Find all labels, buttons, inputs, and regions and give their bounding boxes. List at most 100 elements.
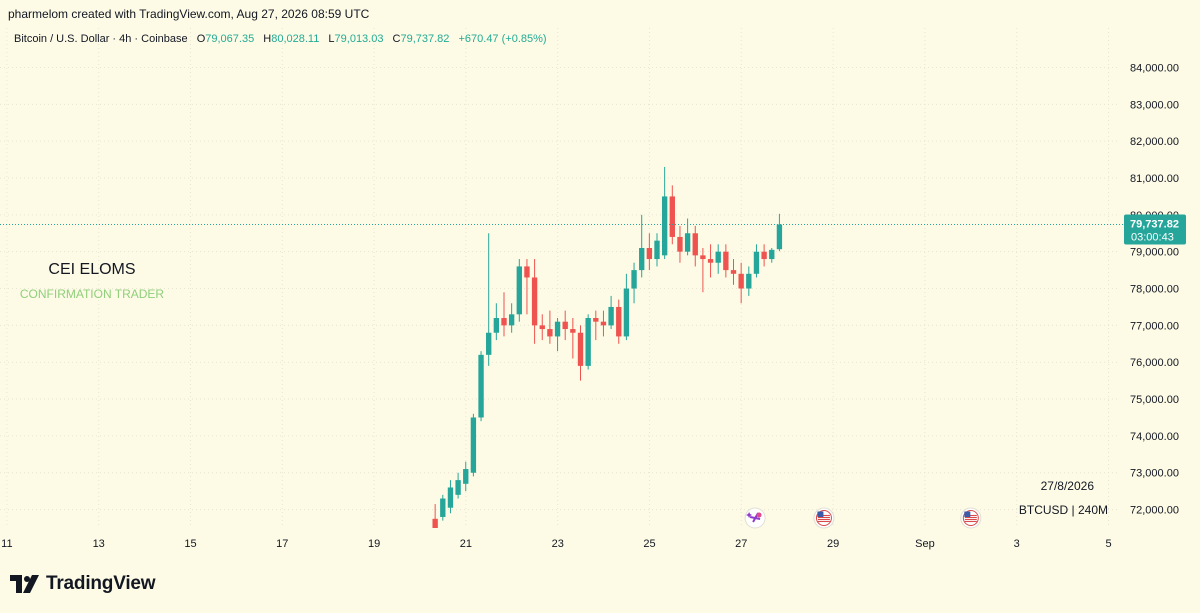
candle-body-11 <box>516 266 522 315</box>
y-tick-label-12: 84,000.00 <box>1130 62 1179 74</box>
x-tick-label-4: 19 <box>368 538 380 550</box>
legend-low-value: 79,013.03 <box>335 33 384 45</box>
candlestick-chart[interactable]: Bitcoin / U.S. Dollar · 4h · Coinbase O7… <box>0 28 1200 558</box>
y-tick-label-10: 82,000.00 <box>1130 136 1179 148</box>
candle-23 <box>608 295 614 330</box>
candle-14 <box>539 314 545 341</box>
candle-body-31 <box>669 196 675 237</box>
chart-area[interactable]: Bitcoin / U.S. Dollar · 4h · Coinbase O7… <box>0 28 1200 558</box>
candle-body-3 <box>455 480 461 495</box>
legend-high-value: 80,028.11 <box>271 33 319 45</box>
chart-header: pharmelom created with TradingView.com, … <box>0 0 1200 28</box>
candle-body-28 <box>646 248 653 260</box>
candle-32 <box>677 225 683 263</box>
candle-body-25 <box>623 288 630 337</box>
candle-24 <box>616 299 622 344</box>
legend-open-value: 79,067.35 <box>205 33 254 45</box>
corner-date: 27/8/2026 <box>1041 479 1095 493</box>
candle-body-10 <box>508 314 515 326</box>
price-tag-price: 79,737.82 <box>1130 219 1179 231</box>
candle-27 <box>639 214 645 278</box>
us-flag-icon-2[interactable] <box>960 507 982 529</box>
last-price-tag: 79,737.82 03:00:43 <box>1124 214 1186 245</box>
candle-body-42 <box>753 251 760 274</box>
price-tag-box <box>1124 214 1186 245</box>
candle-body-26 <box>631 270 637 289</box>
watermark: CEI ELOMS CONFIRMATION TRADER <box>20 261 165 301</box>
price-axis[interactable]: 72,000.00 73,000.00 74,000.00 75,000.00 76,0… <box>1130 62 1179 516</box>
candle-body-27 <box>639 248 645 271</box>
candle-30 <box>661 166 668 260</box>
legend-change: +670.47 (+0.85%) <box>458 33 546 45</box>
x-tick-label-2: 15 <box>184 538 196 550</box>
candle-40 <box>738 262 744 304</box>
x-tick-label-10: Sep <box>915 538 935 550</box>
ohlc-legend: Bitcoin / U.S. Dollar · 4h · Coinbase O7… <box>14 33 547 45</box>
candle-19 <box>577 325 584 381</box>
watermark-subtitle: CONFIRMATION TRADER <box>20 287 165 301</box>
candle-26 <box>631 262 637 304</box>
legend-open-label: O <box>197 33 206 45</box>
x-tick-label-7: 25 <box>643 538 655 550</box>
x-tick-label-9: 29 <box>827 538 839 550</box>
us-flag-icon-1[interactable] <box>813 507 835 529</box>
x-tick-label-6: 23 <box>552 538 564 550</box>
candle-42 <box>753 244 760 278</box>
candle-body-8 <box>493 318 500 333</box>
event-markers[interactable] <box>744 507 982 529</box>
candle-2 <box>447 480 454 514</box>
crypto-event-icon-0[interactable] <box>744 507 766 529</box>
candle-17 <box>562 310 568 341</box>
y-tick-label-2: 74,000.00 <box>1130 431 1179 443</box>
legend-low-label: L <box>328 33 334 45</box>
candle-35 <box>700 248 706 293</box>
legend-high-label: H <box>263 33 271 45</box>
candle-body-45 <box>776 224 783 250</box>
candle-1 <box>440 494 446 521</box>
candle-body-19 <box>577 332 584 366</box>
y-tick-label-6: 78,000.00 <box>1130 284 1179 296</box>
candle-body-32 <box>677 236 683 252</box>
candle-body-23 <box>608 306 614 326</box>
candle-8 <box>493 303 500 341</box>
time-axis[interactable]: 11 13 15 17 19 21 23 25 27 29 Sep 3 5 <box>1 538 1111 550</box>
candle-body-9 <box>501 318 507 326</box>
candle-body-2 <box>447 487 454 508</box>
candle-body-5 <box>470 417 477 473</box>
candle-45 <box>776 213 783 252</box>
candle-5 <box>470 413 477 477</box>
brand-footer[interactable]: TradingView <box>10 572 156 596</box>
candle-38 <box>723 244 729 278</box>
candle-43 <box>761 244 767 267</box>
candle-44 <box>769 248 775 263</box>
candle-body-17 <box>562 321 568 330</box>
candle-0 <box>432 504 438 528</box>
candle-3 <box>455 472 461 499</box>
candle-28 <box>646 233 653 271</box>
y-tick-label-5: 77,000.00 <box>1130 320 1179 332</box>
candle-body-38 <box>723 251 729 271</box>
svg-text:Bitcoin / U.S. Dollar · 4h · C: Bitcoin / U.S. Dollar · 4h · Coinbase O7… <box>14 33 547 45</box>
y-tick-label-4: 76,000.00 <box>1130 357 1179 369</box>
candle-body-4 <box>463 469 469 484</box>
tradingview-logo-icon <box>10 575 39 593</box>
candle-body-35 <box>700 255 706 260</box>
candles <box>432 166 783 528</box>
candle-13 <box>531 259 538 344</box>
x-tick-label-12: 5 <box>1105 538 1111 550</box>
candle-body-12 <box>524 266 530 278</box>
corner-info: 27/8/2026 BTCUSD | 240M <box>1019 479 1108 517</box>
candle-body-36 <box>707 259 714 263</box>
candle-body-13 <box>531 277 538 326</box>
candle-body-37 <box>715 251 721 263</box>
candle-body-30 <box>661 196 668 256</box>
candle-body-44 <box>769 249 775 260</box>
candle-body-34 <box>692 233 698 256</box>
tradingview-brand-name: TradingView <box>46 573 156 594</box>
candle-body-40 <box>738 273 744 289</box>
candle-body-6 <box>478 354 484 418</box>
y-tick-label-1: 73,000.00 <box>1130 468 1179 480</box>
corner-symbol: BTCUSD | 240M <box>1019 503 1108 517</box>
candle-body-1 <box>440 498 446 517</box>
candle-9 <box>501 292 507 337</box>
